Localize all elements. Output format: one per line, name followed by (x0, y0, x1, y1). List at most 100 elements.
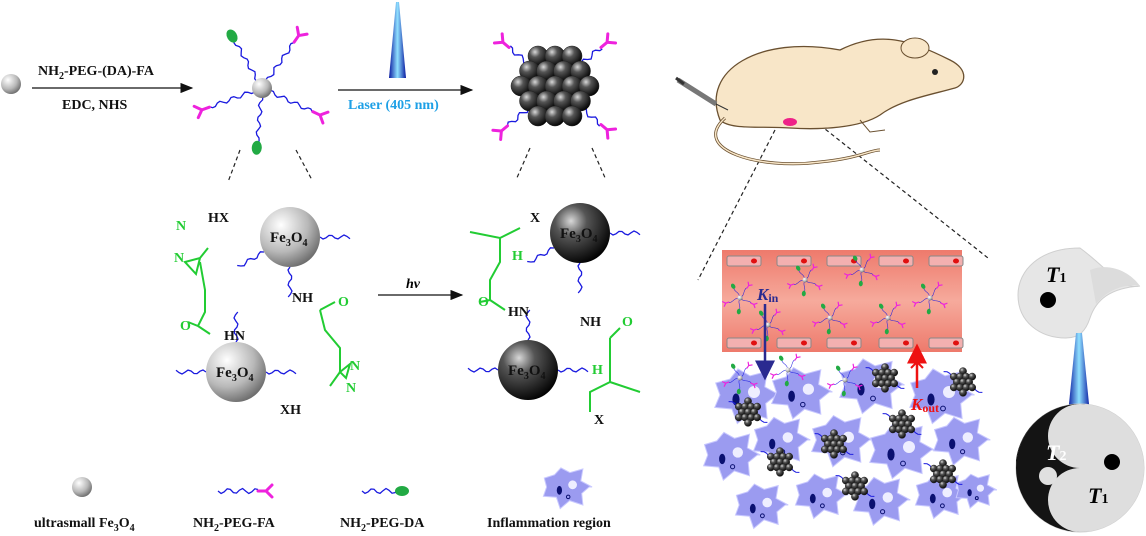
ultrasmall-fe3o4-particle (1, 74, 21, 94)
folate-ligand-icon (851, 363, 858, 371)
folate-ligand-icon (256, 483, 274, 499)
folate-ligand-icon (894, 301, 901, 309)
folate-ligand-icon (492, 32, 511, 49)
vesicle (903, 441, 915, 453)
cell-nucleus (556, 485, 563, 495)
folate-ligand-icon (770, 373, 778, 379)
fe3o4-core (252, 78, 272, 98)
cell-nucleus (751, 258, 757, 264)
folate-ligand-icon (746, 281, 753, 289)
cell-nucleus (887, 448, 895, 461)
fe3o4-label-part: Fe (216, 365, 232, 381)
peg-chain (233, 311, 239, 343)
endothelial-cell (878, 337, 914, 349)
folate-ligand-icon (311, 110, 330, 125)
folate-ligand-icon (815, 284, 823, 291)
vesicle (870, 395, 876, 402)
peg-chain (217, 487, 259, 495)
diazirine-icon (251, 140, 262, 155)
diazirine-icon (858, 280, 863, 287)
vesicle (960, 449, 966, 455)
fe3o4-nanoparticle (260, 207, 320, 267)
vesicle (974, 496, 979, 501)
diazirine-icon (920, 283, 926, 289)
fe3o4-sphere (939, 480, 947, 489)
inflammation-cell (702, 431, 761, 481)
peg-chain (525, 309, 531, 341)
k-out-label: Kout (910, 395, 939, 415)
retained-clusters (728, 363, 983, 501)
fe3o4-sphere (898, 430, 906, 439)
fe3o4-label: Fe3O4 (508, 363, 546, 382)
fe3o4-nanoparticle (498, 340, 558, 400)
fe3o4-sphere (860, 487, 869, 496)
vesicle (976, 484, 985, 492)
folate-ligand-icon (898, 322, 906, 329)
t1-only-symbol: T1 (1017, 247, 1141, 339)
folate-ligand-icon (940, 302, 948, 309)
folate-ligand-icon (868, 253, 875, 261)
diazirine-icon (736, 388, 741, 395)
folate-shape (851, 363, 858, 371)
fe3o4-sphere (890, 379, 899, 388)
svg-text:O: O (622, 315, 633, 330)
cell-nucleus (929, 493, 936, 504)
folate-ligand-icon (872, 274, 880, 281)
vesicle (802, 383, 815, 395)
folate-shape (750, 302, 758, 309)
fe3o4-label-part: O (581, 226, 593, 242)
fe3o4-label-part: O (291, 230, 303, 246)
endothelial-cell (928, 337, 964, 349)
folate-ligand-icon (798, 374, 806, 381)
diazirine-icon (736, 308, 741, 315)
diazirine-icon (778, 355, 784, 361)
folate-ligand-icon (292, 25, 309, 44)
cell-nucleus (749, 503, 756, 514)
vesicle (782, 432, 793, 443)
folate-shape (722, 381, 730, 387)
vesicle (800, 401, 806, 408)
mouse-illustration (714, 37, 965, 166)
folate-shape (898, 322, 906, 329)
folate-shape (750, 328, 758, 334)
inflammation-cell (794, 473, 849, 520)
inflammation-cell (770, 366, 833, 420)
legend-item-inflammation: Inflammation region (487, 516, 611, 531)
vesicle (568, 480, 577, 490)
cell-nucleus (719, 453, 726, 465)
fe3o4-label-part: 3 (524, 371, 529, 382)
vesicle (759, 513, 765, 519)
vesicle (819, 503, 825, 509)
svg-text:T2: T2 (1046, 440, 1066, 465)
peg-chain (319, 234, 351, 240)
endothelial-cell (826, 255, 862, 267)
svg-text:X: X (594, 413, 604, 428)
legend: ultrasmall Fe3O4 NH2-PEG-FA NH2-PEG-DA I… (34, 467, 611, 534)
peg-chain (361, 487, 399, 495)
k-in-label: Kin (756, 285, 779, 305)
folate-shape (750, 382, 758, 389)
cell-nucleus (801, 258, 807, 264)
fe3o4-label: Fe3O4 (560, 226, 598, 245)
svg-text:X: X (530, 211, 540, 226)
svg-text:O: O (338, 295, 349, 310)
fe3o4-label-part: 4 (249, 373, 254, 384)
fe3o4-label-part: 4 (541, 371, 546, 382)
folate-shape (844, 273, 852, 279)
folate-ligand-icon (836, 301, 843, 309)
folate-shape (912, 301, 920, 307)
cell-nucleus (967, 489, 972, 497)
peg-chain (609, 230, 641, 236)
legend-inflammation-cell-icon (542, 467, 593, 510)
vessel-wall-cells (726, 255, 964, 349)
folate-ligand-icon (750, 302, 758, 309)
endothelial-cell (826, 337, 862, 349)
folate-shape (936, 281, 943, 289)
vesicle (748, 386, 760, 398)
folate-shape (794, 353, 801, 361)
fe3o4-sphere (785, 463, 794, 472)
folate-ligand-icon (844, 273, 852, 279)
folate-ligand-icon (912, 301, 920, 307)
endothelial-cell (928, 255, 964, 267)
